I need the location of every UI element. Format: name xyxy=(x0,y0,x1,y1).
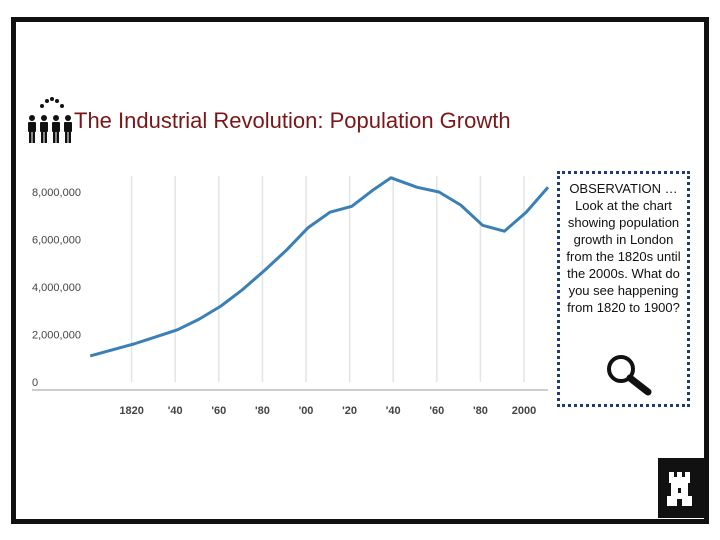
observation-heading: OBSERVATION … xyxy=(569,181,678,196)
castle-logo xyxy=(658,458,704,518)
x-tick-label: '60 xyxy=(429,405,444,417)
x-tick-label: '80 xyxy=(255,405,270,417)
x-tick-label: '40 xyxy=(168,405,183,417)
observation-box: OBSERVATION … Look at the chart showing … xyxy=(557,171,690,407)
x-tick-label: 2000 xyxy=(512,405,536,417)
population-series-line xyxy=(89,176,550,358)
y-tick-label: 0 xyxy=(32,377,38,389)
castle-tower-icon xyxy=(667,472,692,506)
observation-text: Look at the chart showing population gro… xyxy=(566,198,681,315)
x-tick-label: '40 xyxy=(386,405,401,417)
people-group-icon xyxy=(28,97,72,143)
x-tick-label: 1820 xyxy=(119,405,143,417)
y-tick-label: 4,000,000 xyxy=(32,282,81,294)
y-tick-label: 2,000,000 xyxy=(32,330,81,342)
x-tick-label: '80 xyxy=(473,405,488,417)
slide-title: The Industrial Revolution: Population Gr… xyxy=(74,108,511,133)
magnifying-glass-icon xyxy=(607,355,652,396)
y-tick-label: 6,000,000 xyxy=(32,235,81,247)
x-tick-label: '00 xyxy=(299,405,314,417)
slide-frame xyxy=(11,17,709,524)
y-tick-label: 8,000,000 xyxy=(32,187,81,199)
x-tick-label: '60 xyxy=(211,405,226,417)
x-tick-label: '20 xyxy=(342,405,357,417)
population-line-chart: 0 2,000,000 4,000,000 6,000,000 8,000,000 182… xyxy=(32,176,550,417)
